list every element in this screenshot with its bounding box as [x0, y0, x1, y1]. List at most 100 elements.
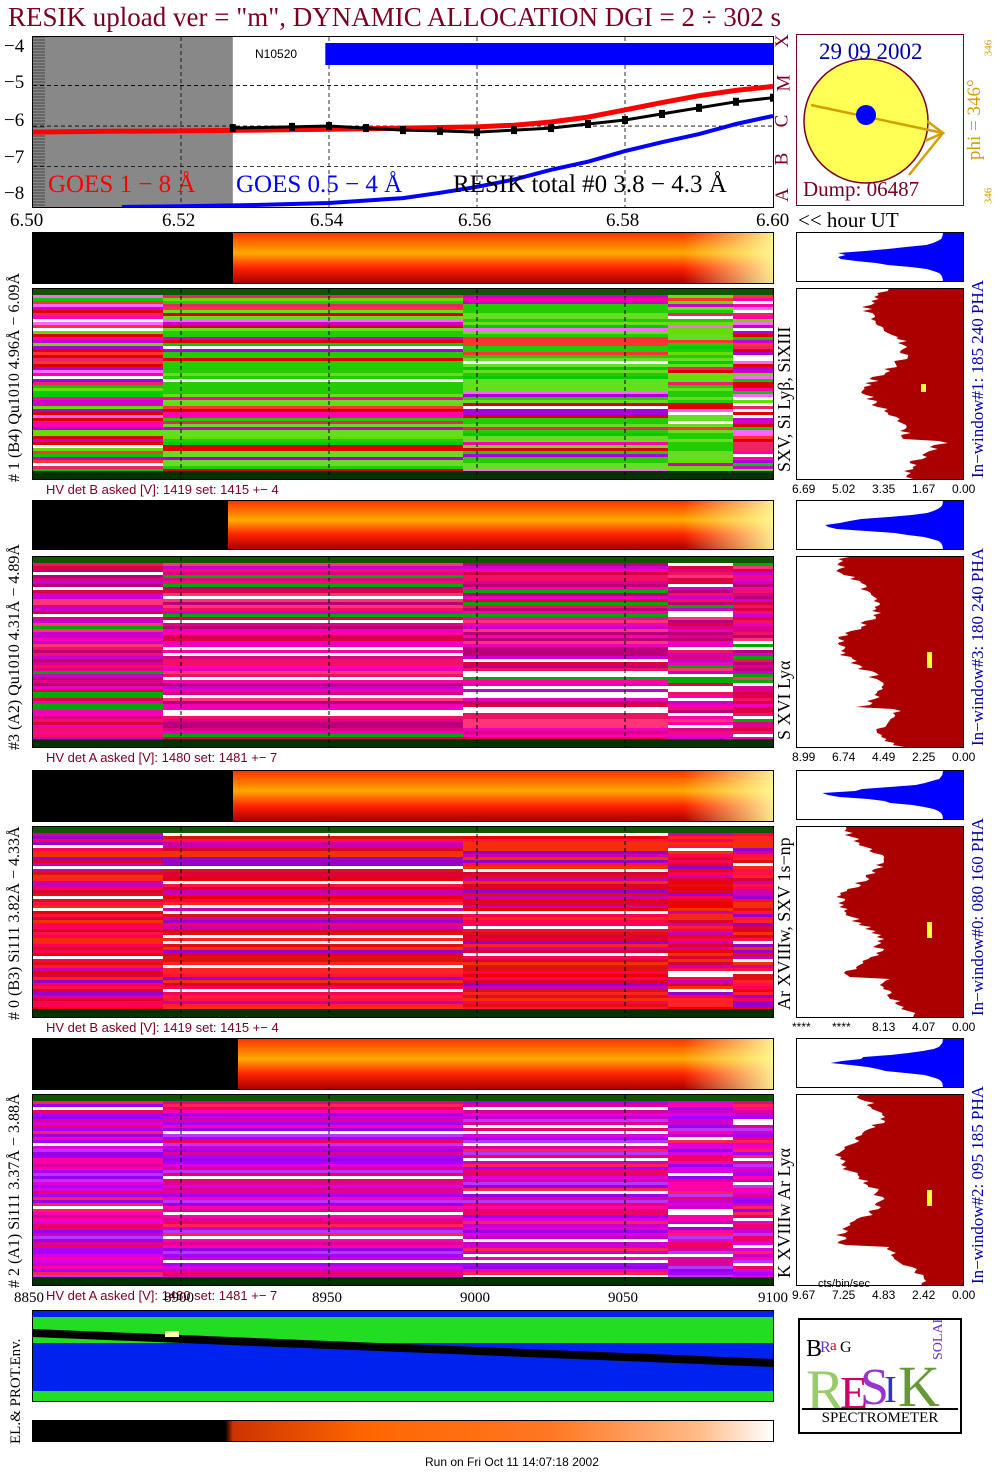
svg-text:S: S [860, 1359, 889, 1416]
legend-goes-long: GOES 1 − 8 Å [48, 171, 196, 198]
bottom-x-tick: 8900 [164, 1290, 194, 1306]
spectrum-histogram [796, 1094, 964, 1286]
hist-tick: 2.42 [912, 1288, 936, 1302]
hist-tick: 0.00 [952, 1020, 976, 1034]
x-tick: 6.54 [310, 210, 344, 231]
x-tick: 6.52 [162, 210, 196, 231]
class-b: B [771, 152, 793, 166]
window-label: In−window#3: 180 240 PHA [968, 547, 987, 746]
x-tick: 6.50 [10, 210, 44, 231]
phi-small: 346 [982, 39, 995, 57]
hist-tick: 0.00 [952, 482, 976, 496]
x-tick: 6.58 [606, 210, 640, 231]
spectral-lines-label: SXV, Si Lyβ, SiXIII [774, 326, 794, 472]
channel-spectrogram [32, 288, 774, 480]
class-m: M [773, 74, 795, 92]
saa-region [33, 37, 233, 207]
y-tick: −4 [4, 36, 25, 57]
hist-tick: 6.69 [792, 482, 816, 496]
y-tick: −6 [4, 110, 25, 131]
svg-text:SOLAR: SOLAR [931, 1320, 946, 1360]
channel-spectrogram [32, 556, 774, 748]
svg-text:B: B [806, 1336, 822, 1362]
resik-point [326, 122, 332, 131]
flare-classes: X M C B A [771, 30, 795, 210]
channel-profile-strip [32, 1038, 774, 1090]
spectral-lines-label: Ar XVIIIw, SXV 1s−np [774, 837, 794, 1010]
svg-text:I: I [884, 1369, 897, 1411]
class-x: X [771, 34, 793, 48]
x-tick: 6.56 [458, 210, 492, 231]
hist-tick: 2.25 [912, 750, 936, 764]
bottom-x-tick: 8950 [312, 1290, 342, 1306]
x-tick: 6.60 [756, 210, 790, 231]
bottom-x-tick: 9100 [758, 1290, 788, 1306]
hist-tick: 4.83 [872, 1288, 896, 1302]
hist-tick: 3.35 [872, 482, 896, 496]
channel-label: # 2 (A1) Si111 3.37Å − 3.88Å [6, 1093, 23, 1289]
resik-point [585, 120, 591, 129]
hv-label: HV det A asked [V]: 1480 set: 1481 +− 7 [46, 750, 278, 765]
channel-profile-strip [32, 770, 774, 822]
sun-disk [803, 58, 946, 184]
hv-label: HV det B asked [V]: 1419 set: 1415 +− 4 [46, 482, 279, 497]
resik-point [733, 97, 739, 106]
logo-caption: SPECTROMETER [802, 1408, 958, 1427]
sun-date: 29 09 2002 [819, 39, 923, 64]
resik-point [400, 126, 406, 135]
channel-label: # 1 (B4) Qu1010 4.96Å − 6.09Å [6, 272, 23, 482]
window-label: In−window#2: 095 185 PHA [968, 1085, 987, 1284]
resik-point [770, 93, 773, 102]
series-line-1 [121, 113, 773, 207]
bottom-x-tick: 9000 [460, 1290, 490, 1306]
resik-point [696, 103, 702, 112]
class-c: C [771, 114, 793, 128]
window-label: In−window#0: 080 160 PHA [968, 817, 987, 1016]
resik-point [622, 115, 628, 124]
bottom-x-tick: 8850 [14, 1290, 44, 1306]
y-tick: −7 [4, 147, 25, 168]
logo: B R a G R E S I K SOLAR SPECTROMETER [798, 1318, 962, 1434]
dump-label: Dump: 06487 [803, 177, 920, 201]
spectral-lines-label: S XVI Lyα [774, 660, 794, 740]
hv-label: HV det A asked [V]: 1480 set: 1481 +− 7 [46, 1288, 278, 1303]
hist-tick: **** [792, 1020, 811, 1034]
class-a: A [771, 188, 793, 202]
hist-tick: 6.74 [832, 750, 856, 764]
resik-point [474, 128, 480, 137]
hist-unit: cts/bin/sec [818, 1278, 870, 1290]
flux-strip [32, 1420, 774, 1442]
channel-label: #3 (A2) Qu1010 4.31Å − 4.89Å [6, 544, 23, 750]
resik-point [511, 126, 517, 135]
run-on-timestamp: Run on Fri Oct 11 14:07:18 2002 [425, 1455, 599, 1469]
sun-panel: 29 09 2002 Dump: 06487 [796, 34, 964, 206]
bar-label: N10520 [255, 47, 298, 61]
profile-histogram [796, 232, 964, 282]
hist-tick: 9.67 [792, 1288, 816, 1302]
ar-bar [325, 43, 773, 65]
spectrum-histogram [796, 556, 964, 748]
lightcurve-panel: N10520 GOES 1 − 8 Å GOES 0.5 − 4 Å RESIK… [32, 36, 774, 208]
hist-tick: 0.00 [952, 1288, 976, 1302]
hist-tick: 0.00 [952, 750, 976, 764]
hist-tick: **** [832, 1020, 851, 1034]
phi-small-2: 346 [982, 187, 995, 205]
channel-spectrogram [32, 1094, 774, 1286]
resik-point [659, 109, 665, 118]
svg-text:a: a [830, 1338, 837, 1354]
phi-label: phi = 346° [964, 79, 985, 160]
hist-tick: 4.49 [872, 750, 896, 764]
environment-label: EL.& PROT.Env. [8, 1338, 24, 1444]
resik-point [289, 122, 295, 131]
hist-tick: 8.13 [872, 1020, 896, 1034]
series-line-0 [33, 83, 773, 135]
channel-profile-strip [32, 232, 774, 284]
resik-point [437, 126, 443, 135]
spectral-lines-label: K XVIIIw Ar Lyα [774, 1148, 794, 1278]
svg-text:G: G [840, 1339, 852, 1356]
profile-histogram [796, 500, 964, 550]
resik-point [548, 124, 554, 133]
channel-spectrogram [32, 826, 774, 1018]
bottom-x-tick: 9050 [608, 1290, 638, 1306]
hv-label: HV det B asked [V]: 1419 set: 1415 +− 4 [46, 1020, 279, 1035]
